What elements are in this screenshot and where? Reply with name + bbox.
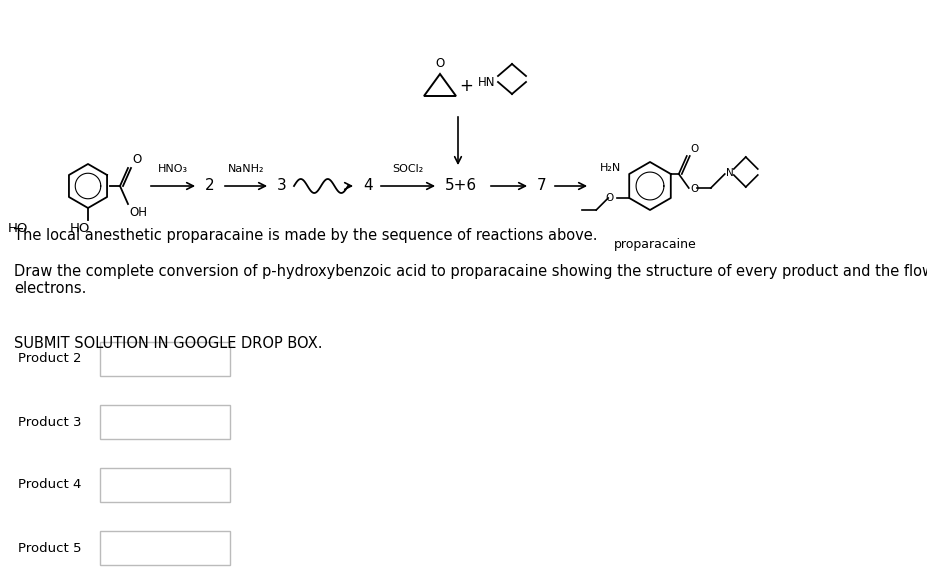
Text: H₂N: H₂N (599, 163, 620, 173)
Text: N: N (725, 168, 732, 178)
Text: Product 5: Product 5 (18, 541, 82, 555)
Text: Product 4: Product 4 (18, 479, 82, 491)
Text: 5+6: 5+6 (445, 179, 476, 194)
Text: SUBMIT SOLUTION IN GOOGLE DROP BOX.: SUBMIT SOLUTION IN GOOGLE DROP BOX. (14, 336, 323, 351)
Text: O: O (132, 153, 141, 166)
Text: HO: HO (8, 222, 29, 234)
Text: 2: 2 (205, 179, 214, 194)
Text: +: + (459, 77, 473, 95)
Text: OH: OH (129, 206, 146, 219)
Text: The local anesthetic proparacaine is made by the sequence of reactions above.: The local anesthetic proparacaine is mad… (14, 228, 597, 243)
Text: 4: 4 (362, 179, 373, 194)
Text: HN: HN (477, 75, 495, 89)
Bar (100, 531, 230, 565)
Bar (100, 342, 230, 376)
Text: HNO₃: HNO₃ (158, 164, 188, 174)
Text: Product 2: Product 2 (18, 353, 82, 366)
Text: 7: 7 (537, 179, 546, 194)
Text: proparacaine: proparacaine (613, 238, 695, 251)
Text: 3: 3 (276, 179, 286, 194)
Text: O: O (690, 144, 698, 154)
Text: Draw the complete conversion of p-hydroxybenzoic acid to proparacaine showing th: Draw the complete conversion of p-hydrox… (14, 264, 927, 297)
Bar (100, 405, 230, 439)
Text: NaNH₂: NaNH₂ (227, 164, 264, 174)
Bar (100, 468, 230, 502)
Text: O: O (435, 57, 444, 70)
Text: SOCl₂: SOCl₂ (392, 164, 423, 174)
Text: HO: HO (70, 222, 90, 235)
Text: O: O (604, 193, 613, 203)
Text: O: O (690, 184, 698, 194)
Text: Product 3: Product 3 (18, 415, 82, 429)
